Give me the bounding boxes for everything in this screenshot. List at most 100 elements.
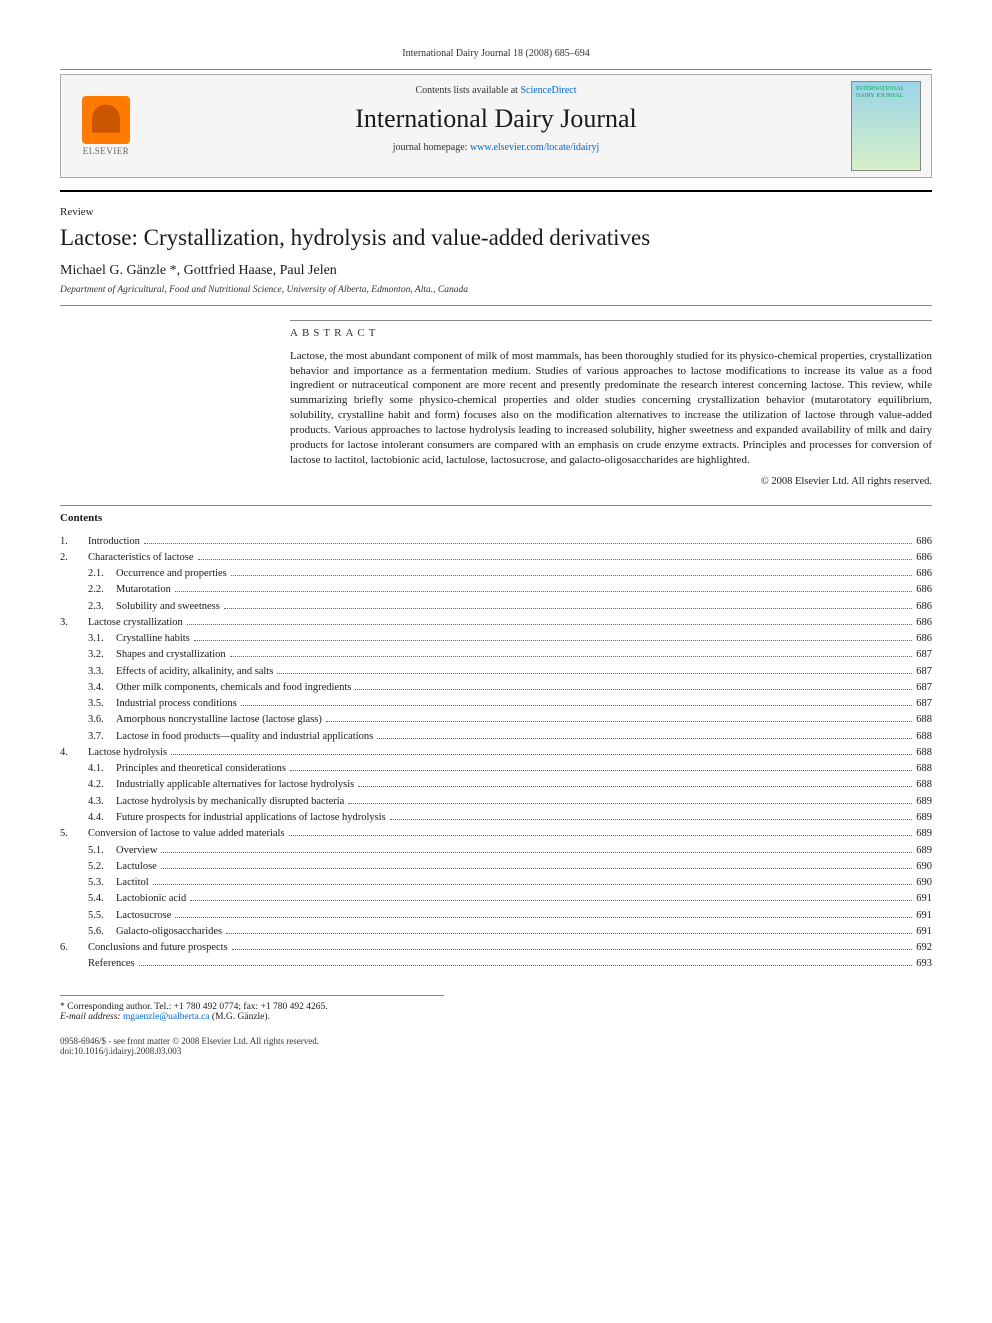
toc-page: 687 bbox=[916, 680, 932, 696]
email-link[interactable]: mgaenzle@ualberta.ca bbox=[123, 1012, 210, 1022]
toc-entry[interactable]: 3.Lactose crystallization686 bbox=[60, 615, 932, 631]
toc-number: 3. bbox=[60, 615, 88, 631]
toc-entry[interactable]: 5.Conversion of lactose to value added m… bbox=[60, 826, 932, 842]
toc-page: 687 bbox=[916, 696, 932, 712]
issn-line: 0958-6946/$ - see front matter © 2008 El… bbox=[60, 1036, 932, 1046]
footer-block: 0958-6946/$ - see front matter © 2008 El… bbox=[60, 1036, 932, 1056]
toc-subentry[interactable]: 3.4.Other milk components, chemicals and… bbox=[60, 680, 932, 696]
toc-entry[interactable]: References693 bbox=[60, 956, 932, 972]
toc-subentry[interactable]: 2.1.Occurrence and properties686 bbox=[60, 566, 932, 582]
rule-above-abstract bbox=[60, 305, 932, 306]
toc-title: Shapes and crystallization bbox=[116, 647, 226, 663]
toc-leader-dots bbox=[198, 559, 913, 560]
toc-page: 686 bbox=[916, 566, 932, 582]
toc-number: 3.6. bbox=[88, 712, 116, 728]
toc-page: 686 bbox=[916, 582, 932, 598]
abstract-block: ABSTRACT Lactose, the most abundant comp… bbox=[60, 320, 932, 487]
toc-subentry[interactable]: 4.2.Industrially applicable alternatives… bbox=[60, 777, 932, 793]
toc-subentry[interactable]: 3.1.Crystalline habits686 bbox=[60, 631, 932, 647]
toc-subentry[interactable]: 3.5.Industrial process conditions687 bbox=[60, 696, 932, 712]
article-title: Lactose: Crystallization, hydrolysis and… bbox=[60, 224, 932, 253]
toc-title: Introduction bbox=[88, 534, 140, 550]
journal-cover-text: INTERNATIONAL DAIRY JOURNAL bbox=[852, 82, 920, 103]
toc-entry[interactable]: 1.Introduction686 bbox=[60, 534, 932, 550]
toc-entry[interactable]: 4.Lactose hydrolysis688 bbox=[60, 745, 932, 761]
toc-leader-dots bbox=[187, 624, 912, 625]
toc-page: 686 bbox=[916, 599, 932, 615]
toc-entry[interactable]: 6.Conclusions and future prospects692 bbox=[60, 940, 932, 956]
journal-homepage: journal homepage: www.elsevier.com/locat… bbox=[151, 142, 841, 153]
toc-leader-dots bbox=[175, 591, 912, 592]
toc-page: 690 bbox=[916, 875, 932, 891]
toc-number: 3.5. bbox=[88, 696, 116, 712]
sciencedirect-link[interactable]: ScienceDirect bbox=[520, 85, 576, 96]
abstract-copyright: © 2008 Elsevier Ltd. All rights reserved… bbox=[290, 476, 932, 487]
toc-title: Characteristics of lactose bbox=[88, 550, 194, 566]
toc-leader-dots bbox=[175, 917, 912, 918]
toc-title: Lactulose bbox=[116, 859, 157, 875]
toc-subentry[interactable]: 5.4.Lactobionic acid691 bbox=[60, 891, 932, 907]
abstract-heading: ABSTRACT bbox=[290, 320, 932, 339]
toc-subentry[interactable]: 2.3.Solubility and sweetness686 bbox=[60, 599, 932, 615]
toc-leader-dots bbox=[355, 689, 912, 690]
toc-title: Lactosucrose bbox=[116, 908, 171, 924]
toc-page: 688 bbox=[916, 745, 932, 761]
toc-number: 6. bbox=[60, 940, 88, 956]
toc-page: 687 bbox=[916, 647, 932, 663]
contents-availability: Contents lists available at ScienceDirec… bbox=[151, 85, 841, 96]
toc-leader-dots bbox=[326, 721, 912, 722]
toc-number: 4.1. bbox=[88, 761, 116, 777]
toc-leader-dots bbox=[277, 673, 912, 674]
toc-title: Solubility and sweetness bbox=[116, 599, 220, 615]
elsevier-tree-icon bbox=[82, 96, 130, 144]
toc-leader-dots bbox=[194, 640, 912, 641]
toc-leader-dots bbox=[153, 884, 913, 885]
toc-number: 2. bbox=[60, 550, 88, 566]
toc-leader-dots bbox=[226, 933, 912, 934]
toc-subentry[interactable]: 4.1.Principles and theoretical considera… bbox=[60, 761, 932, 777]
rule-below-banner bbox=[60, 190, 932, 192]
toc-subentry[interactable]: 3.6.Amorphous noncrystalline lactose (la… bbox=[60, 712, 932, 728]
email-line: E-mail address: mgaenzle@ualberta.ca (M.… bbox=[60, 1012, 444, 1022]
toc-number: 5.1. bbox=[88, 843, 116, 859]
toc-title: Overview bbox=[116, 843, 157, 859]
toc-title: Occurrence and properties bbox=[116, 566, 227, 582]
toc-page: 689 bbox=[916, 843, 932, 859]
toc-subentry[interactable]: 5.1.Overview 689 bbox=[60, 843, 932, 859]
toc-page: 688 bbox=[916, 761, 932, 777]
toc-leader-dots bbox=[224, 608, 912, 609]
toc-subentry[interactable]: 4.3.Lactose hydrolysis by mechanically d… bbox=[60, 794, 932, 810]
toc-title: Lactose in food products—quality and ind… bbox=[116, 729, 373, 745]
toc-page: 689 bbox=[916, 826, 932, 842]
toc-subentry[interactable]: 3.3.Effects of acidity, alkalinity, and … bbox=[60, 664, 932, 680]
toc-title: Lactose hydrolysis bbox=[88, 745, 167, 761]
toc-title: Other milk components, chemicals and foo… bbox=[116, 680, 351, 696]
toc-subentry[interactable]: 5.2.Lactulose690 bbox=[60, 859, 932, 875]
toc-subentry[interactable]: 5.6.Galacto-oligosaccharides691 bbox=[60, 924, 932, 940]
toc-number: 3.3. bbox=[88, 664, 116, 680]
toc-subentry[interactable]: 5.3.Lactitol690 bbox=[60, 875, 932, 891]
toc-page: 686 bbox=[916, 631, 932, 647]
toc-title: Lactose crystallization bbox=[88, 615, 183, 631]
toc-subentry[interactable]: 5.5.Lactosucrose691 bbox=[60, 908, 932, 924]
toc-page: 686 bbox=[916, 550, 932, 566]
toc-subentry[interactable]: 2.2.Mutarotation686 bbox=[60, 582, 932, 598]
elsevier-logo: ELSEVIER bbox=[82, 96, 130, 156]
toc-subentry[interactable]: 4.4.Future prospects for industrial appl… bbox=[60, 810, 932, 826]
article-type: Review bbox=[60, 206, 932, 218]
toc-leader-dots bbox=[171, 754, 912, 755]
toc-subentry[interactable]: 3.7.Lactose in food products—quality and… bbox=[60, 729, 932, 745]
banner-center: Contents lists available at ScienceDirec… bbox=[151, 75, 841, 177]
homepage-link[interactable]: www.elsevier.com/locate/idairyj bbox=[470, 142, 599, 153]
toc-entry[interactable]: 2.Characteristics of lactose 686 bbox=[60, 550, 932, 566]
contents-heading: Contents bbox=[60, 512, 932, 524]
banner-left: ELSEVIER bbox=[61, 75, 151, 177]
toc-title: Future prospects for industrial applicat… bbox=[116, 810, 386, 826]
toc-title: Lactitol bbox=[116, 875, 149, 891]
toc-number: 5.5. bbox=[88, 908, 116, 924]
toc-leader-dots bbox=[232, 949, 913, 950]
toc-page: 688 bbox=[916, 777, 932, 793]
toc-page: 687 bbox=[916, 664, 932, 680]
toc-subentry[interactable]: 3.2.Shapes and crystallization687 bbox=[60, 647, 932, 663]
toc-title: Conversion of lactose to value added mat… bbox=[88, 826, 285, 842]
